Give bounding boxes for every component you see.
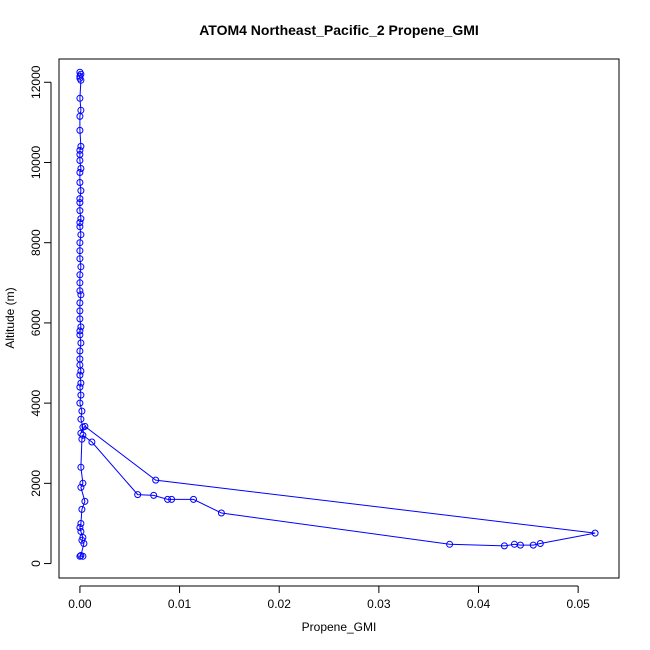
x-tick-label: 0.00 (68, 597, 92, 611)
plot-frame (58, 58, 620, 579)
data-point (76, 72, 84, 80)
data-point (76, 299, 84, 307)
series-layer (76, 68, 599, 560)
data-point (76, 287, 84, 295)
data-point (77, 379, 85, 387)
data-point (76, 279, 84, 287)
data-point (446, 540, 454, 548)
data-point (76, 199, 84, 207)
y-tick-label: 8000 (29, 229, 43, 256)
data-point (77, 415, 85, 423)
data-point (510, 540, 518, 548)
data-point (78, 407, 86, 415)
data-point (77, 291, 85, 299)
data-point (77, 76, 85, 84)
data-point (76, 383, 84, 391)
data-point (217, 509, 225, 517)
y-tick-label: 4000 (29, 389, 43, 416)
data-point (76, 169, 84, 176)
data-point (76, 157, 84, 164)
data-point (150, 491, 158, 499)
data-point (76, 219, 84, 227)
data-point (81, 497, 89, 505)
data-point (164, 495, 172, 503)
x-tick-label: 0.02 (268, 597, 292, 611)
data-point (134, 491, 142, 499)
data-point (500, 542, 508, 550)
data-point (77, 391, 85, 399)
data-point (77, 463, 85, 471)
chart-title: ATOM4 Northeast_Pacific_2 Propene_GMI (199, 22, 479, 38)
data-point (76, 327, 84, 335)
data-point (77, 231, 85, 239)
x-tick-label: 0.05 (566, 597, 590, 611)
data-point (76, 347, 84, 355)
y-tick-label: 6000 (29, 309, 43, 336)
y-axis-label: Altitude (m) (3, 287, 17, 348)
data-point (76, 255, 84, 263)
data-point (76, 399, 84, 407)
data-point (76, 94, 84, 102)
data-point (76, 247, 84, 255)
data-point (88, 438, 96, 446)
data-point (76, 112, 84, 120)
data-point (77, 323, 85, 331)
data-point (77, 520, 85, 527)
data-point (76, 331, 84, 339)
y-tick-label: 10000 (29, 145, 43, 179)
data-point (77, 339, 85, 347)
data-point (79, 431, 87, 439)
data-point (80, 540, 88, 547)
data-point (79, 552, 87, 560)
data-point (77, 528, 85, 535)
x-tick-label: 0.04 (467, 597, 491, 611)
data-point (77, 367, 85, 375)
data-point (77, 142, 85, 150)
y-tick-label: 0 (29, 560, 43, 567)
data-point (76, 524, 84, 531)
data-point (76, 179, 84, 186)
data-point (77, 187, 85, 195)
data-point (78, 435, 86, 443)
data-point (77, 165, 85, 172)
data-point (529, 541, 537, 549)
data-point (76, 146, 84, 154)
data-point (76, 307, 84, 315)
y-tick-label: 2000 (29, 470, 43, 497)
data-point (81, 422, 89, 430)
data-point (77, 263, 85, 271)
y-axis: 0 2000 4000 6000 8000 10000 12000 (29, 65, 52, 567)
data-point (76, 552, 84, 560)
data-point (76, 223, 84, 231)
data-point (77, 215, 85, 223)
data-point (76, 271, 84, 279)
data-point (190, 495, 197, 503)
data-point (168, 495, 176, 503)
data-point (536, 540, 544, 547)
data-point (76, 239, 84, 247)
data-point (152, 476, 160, 484)
y-tick-label: 12000 (29, 65, 43, 99)
x-axis: 0.00 0.01 0.02 0.03 0.04 0.05 (68, 585, 590, 611)
data-point (79, 479, 87, 487)
x-tick-label: 0.01 (168, 597, 192, 611)
data-point (76, 126, 84, 134)
data-point (76, 371, 84, 379)
data-point (591, 529, 599, 537)
data-point (76, 195, 84, 203)
data-point (76, 315, 84, 323)
data-point (78, 505, 86, 513)
x-tick-label: 0.03 (367, 597, 391, 611)
plot-border (58, 58, 620, 579)
x-axis-label: Propene_GMI (302, 620, 377, 634)
data-point (76, 207, 84, 215)
data-point (77, 483, 85, 491)
